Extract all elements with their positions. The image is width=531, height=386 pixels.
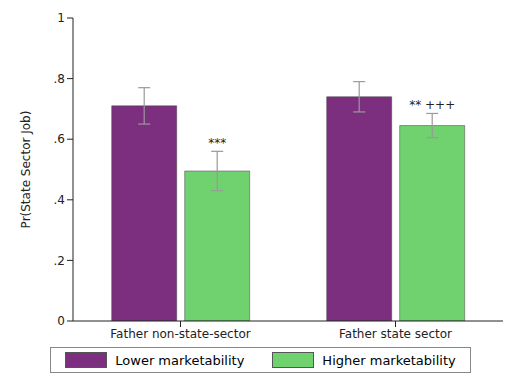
svg-text:1: 1: [57, 11, 65, 25]
svg-text:0: 0: [57, 314, 65, 328]
svg-text:.2: .2: [54, 254, 65, 268]
svg-text:.8: .8: [54, 72, 65, 86]
svg-text:.4: .4: [54, 193, 65, 207]
svg-text:Father non-state-sector: Father non-state-sector: [110, 327, 250, 341]
svg-text:***: ***: [208, 136, 226, 150]
html-text:Higher marketability: Higher marketability: [322, 352, 456, 368]
html-text:Lower marketability: Lower marketability: [115, 352, 245, 368]
svg-text:Pr(State Sector Job): Pr(State Sector Job): [19, 111, 33, 229]
svg-text:Father state sector: Father state sector: [339, 327, 452, 341]
svg-text:.6: .6: [54, 132, 65, 146]
svg-text:** +++: ** +++: [409, 98, 455, 112]
